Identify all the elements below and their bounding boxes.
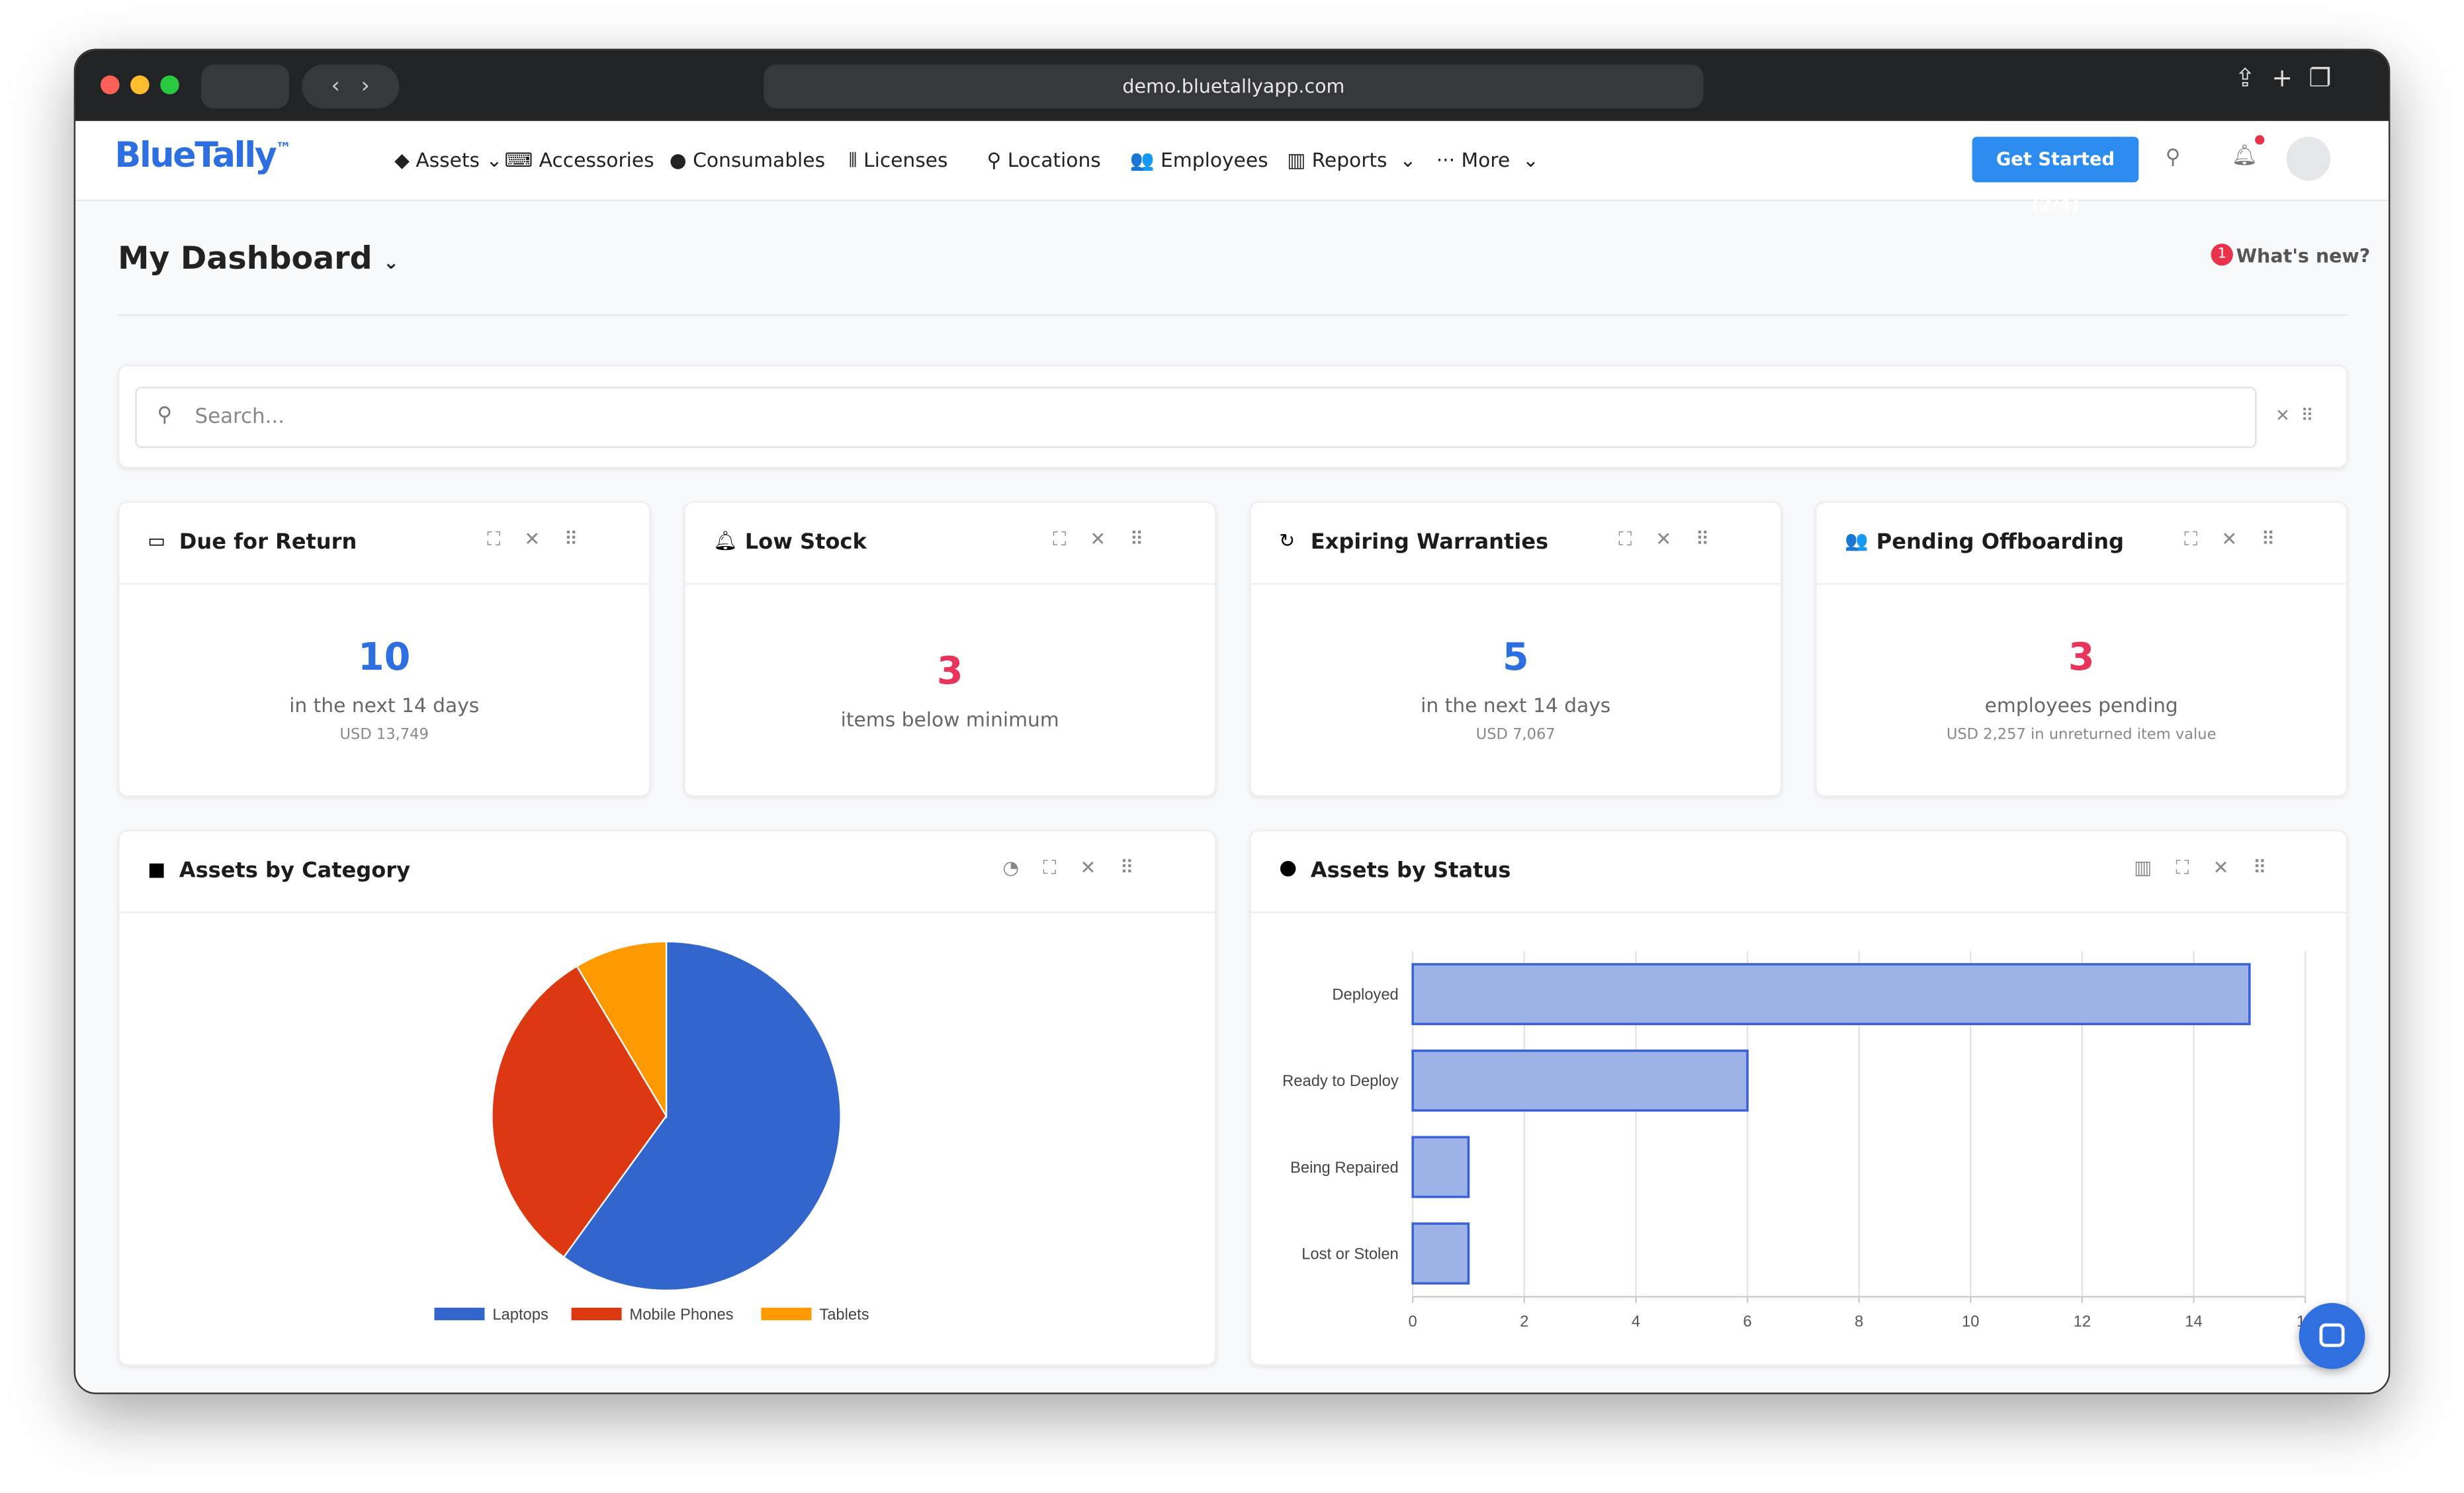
chart-card: ● Assets by Status ▥ ⛶ ✕ ⠿ (1249, 830, 2348, 1366)
stat-subtitle: in the next 14 days (1421, 693, 1611, 717)
stat-subtitle: employees pending (1984, 693, 2178, 717)
stat-subtitle: in the next 14 days (289, 693, 480, 717)
whats-new-link[interactable]: What's new? (2236, 245, 2371, 267)
card-controls[interactable]: ◔ ⛶ ✕ ⠿ (1002, 856, 1134, 879)
nav-item[interactable]: 👥 Employees (1129, 148, 1268, 171)
stat-value: 3 (936, 649, 963, 694)
avatar[interactable] (2286, 136, 2331, 181)
browser-toolbar: ‹ › demo.bluetallyapp.com ⇪ + ❐ (75, 50, 2389, 121)
card-divider (685, 583, 1215, 585)
browser-window: ‹ › demo.bluetallyapp.com ⇪ + ❐ BlueTall… (73, 48, 2391, 1394)
notification-dot (2255, 135, 2265, 145)
nav-label: Licenses (863, 148, 948, 171)
card-title: Low Stock (744, 529, 867, 555)
placeholder: Search... (195, 405, 285, 430)
chat-button[interactable] (2299, 1302, 2365, 1369)
card-divider (119, 583, 649, 585)
card-divider (1251, 583, 1781, 585)
search-input[interactable]: ⚲ Search... (135, 386, 2257, 448)
stat-card: 👥 Pending Offboarding ⛶ ✕ ⠿ 3 employees pend… (1815, 501, 2348, 797)
status-icon: ● (1279, 856, 1298, 880)
card-title: Assets by Status (1310, 858, 1511, 883)
search-icon[interactable]: ⚲ (2165, 146, 2181, 170)
nav-item[interactable]: ··· More ⌄ (1436, 148, 1539, 171)
folder-icon: ■ (148, 858, 166, 880)
card-title: Expiring Warranties (1310, 529, 1549, 555)
divider (118, 314, 2348, 316)
top-nav: BlueTally™ ◆ Assets ⌄ ⌨ Accessories ● Co… (75, 120, 2389, 215)
notifications-icon[interactable]: 🔔︎ (2231, 144, 2258, 169)
card-title: Assets by Category (179, 858, 411, 883)
stat-value: 5 (1502, 635, 1529, 680)
title-text: My Dashboard (118, 239, 373, 277)
nav-label: More (1461, 148, 1511, 171)
zoom-button[interactable] (160, 75, 179, 95)
nav-item[interactable]: ● Consumables (669, 148, 826, 171)
stat-value: 3 (2068, 635, 2095, 680)
nav-item[interactable]: ⦀ Licenses (848, 148, 948, 171)
toolbar-icons[interactable]: ⇪ + ❐ (2234, 63, 2332, 93)
trademark: ™ (275, 140, 291, 159)
nav-item[interactable]: ⌨ Accessories (504, 148, 654, 171)
card-icon: 🔔︎ (713, 529, 738, 552)
stat-card: ▭ Due for Return ⛶ ✕ ⠿ 10 in the next 14 day… (118, 501, 651, 797)
card-icon: ▭ (148, 529, 166, 552)
stat-detail: USD 2,257 in unreturned item value (1946, 726, 2217, 744)
stat-detail: USD 7,067 (1475, 726, 1556, 744)
card-controls[interactable]: ⛶ ✕ ⠿ (2184, 528, 2275, 551)
page-title[interactable]: My Dashboard ⌄ (118, 239, 400, 277)
chart-card: ■ Assets by Category ◔ ⛶ ✕ ⠿ (118, 830, 1217, 1366)
stat-subtitle: items below minimum (840, 707, 1059, 731)
nav-label: Employees (1161, 148, 1268, 171)
card-controls[interactable]: ▥ ⛶ ✕ ⠿ (2134, 856, 2267, 879)
history-buttons[interactable]: ‹ › (302, 64, 400, 109)
search-icon: ⚲ (157, 404, 173, 428)
nav-label: Assets (416, 148, 480, 171)
stat-value: 10 (358, 635, 411, 680)
card-controls[interactable]: ⛶ ✕ ⠿ (487, 528, 578, 551)
minimize-button[interactable] (130, 75, 150, 95)
card-title: Due for Return (179, 529, 357, 555)
logo-text: BlueTally (114, 136, 277, 176)
close-button[interactable] (101, 75, 120, 95)
nav-item[interactable]: ◆ Assets ⌄ (394, 148, 503, 171)
nav-item[interactable]: ▥ Reports ⌄ (1287, 148, 1417, 171)
nav-item[interactable]: ⚲ Locations (987, 148, 1101, 171)
nav-label: Reports (1311, 148, 1387, 171)
stat-card: 🔔︎ Low Stock ⛶ ✕ ⠿ 3 items below minimum (683, 501, 1217, 797)
sidebar-button[interactable] (201, 64, 289, 109)
chat-icon (2319, 1323, 2345, 1347)
card-title: Pending Offboarding (1876, 529, 2125, 555)
nav-label: Accessories (539, 148, 654, 171)
badge: 1 (2211, 244, 2233, 266)
search-card: ⚲ Search... ✕ ⠿ (118, 365, 2348, 469)
nav-label: Consumables (693, 148, 826, 171)
card-controls[interactable]: ⛶ ✕ ⠿ (1053, 528, 1144, 551)
stat-detail: USD 13,749 (339, 726, 429, 744)
address-bar[interactable]: demo.bluetallyapp.com (764, 64, 1704, 109)
card-divider (1251, 911, 2346, 913)
nav-label: Locations (1007, 148, 1101, 171)
card-divider (119, 911, 1215, 913)
get-started-button[interactable]: Get Started (2/4) (1972, 136, 2139, 215)
card-icon: ↻ (1279, 529, 1296, 552)
stat-card: ↻ Expiring Warranties ⛶ ✕ ⠿ 5 in the next 14… (1249, 501, 1782, 797)
card-controls[interactable]: ⛶ ✕ ⠿ (1618, 528, 1710, 551)
card-divider (1816, 583, 2346, 585)
logo[interactable]: BlueTally™ (114, 136, 291, 176)
card-icon: 👥 (1845, 529, 1869, 552)
close-icon[interactable]: ✕ ⠿ (2275, 405, 2314, 426)
